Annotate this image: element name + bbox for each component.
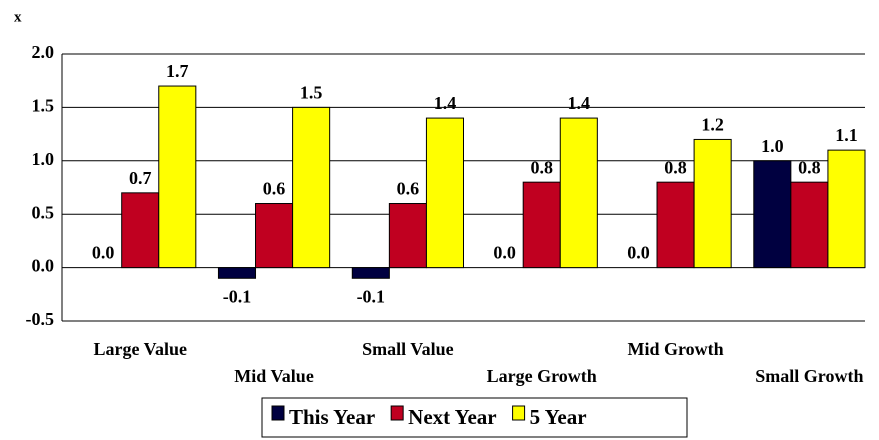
y-tick-label: 1.0	[32, 149, 55, 169]
bar	[292, 106, 331, 269]
data-label: -0.1	[357, 286, 386, 306]
legend-label: This Year	[289, 405, 375, 429]
x-tick-label: Small Value	[362, 339, 454, 359]
data-label: 0.8	[798, 157, 821, 177]
bar	[351, 267, 390, 279]
x-tick-label: Large Value	[93, 339, 187, 359]
legend-label: Next Year	[408, 405, 496, 429]
x-tick-label: Mid Growth	[627, 339, 723, 359]
bar	[753, 160, 792, 269]
data-label: 0.8	[530, 157, 553, 177]
data-label: 0.6	[263, 179, 286, 199]
data-label: 1.2	[701, 115, 724, 135]
data-label: 1.7	[166, 61, 189, 81]
bar	[255, 203, 294, 269]
x-tick-label: Large Growth	[487, 366, 597, 386]
legend-box	[261, 397, 688, 438]
y-tick-label: 0.5	[32, 202, 55, 222]
bar	[827, 149, 866, 269]
data-label: 0.0	[493, 243, 516, 263]
bar	[790, 181, 829, 269]
y-axis-label: x	[14, 9, 22, 25]
data-label: 0.0	[627, 243, 650, 263]
bar	[121, 192, 160, 269]
x-tick-label: Mid Value	[234, 366, 314, 386]
data-label: 0.7	[129, 168, 152, 188]
y-tick-label: 0.0	[32, 256, 55, 276]
bar	[559, 117, 598, 269]
data-label: -0.1	[223, 286, 252, 306]
bar	[217, 267, 257, 279]
data-label: 1.5	[300, 83, 323, 103]
data-label: 0.8	[664, 157, 687, 177]
legend-label: 5 Year	[530, 405, 587, 429]
data-label: 1.0	[761, 136, 784, 156]
data-label: 0.6	[397, 179, 420, 199]
bar	[425, 117, 464, 269]
data-label: 0.0	[92, 243, 115, 263]
bar	[693, 138, 732, 269]
bar	[522, 181, 561, 269]
bar	[388, 203, 427, 269]
x-tick-label: Small Growth	[755, 366, 863, 386]
y-tick-label: 2.0	[32, 42, 55, 62]
data-label: 1.1	[835, 125, 858, 145]
data-label: 1.4	[434, 93, 457, 113]
legend-swatch	[390, 405, 404, 421]
bar	[158, 85, 197, 269]
data-label: 1.4	[568, 93, 591, 113]
legend-swatch	[271, 405, 285, 421]
y-tick-label: -0.5	[26, 309, 55, 329]
legend-swatch	[512, 405, 526, 421]
bar	[656, 181, 695, 269]
y-tick-label: 1.5	[32, 96, 55, 116]
